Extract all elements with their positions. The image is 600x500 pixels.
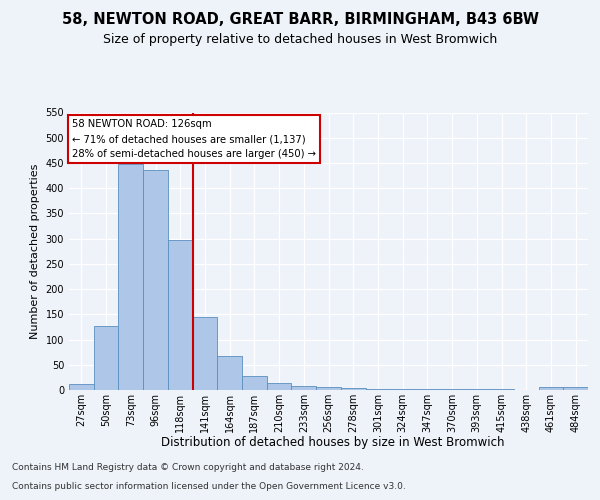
Bar: [539, 387, 563, 390]
Text: Contains HM Land Registry data © Crown copyright and database right 2024.: Contains HM Land Registry data © Crown c…: [12, 464, 364, 472]
Bar: [316, 388, 341, 390]
Y-axis label: Number of detached properties: Number of detached properties: [30, 164, 40, 339]
Bar: [292, 386, 316, 390]
Bar: [118, 164, 143, 390]
Text: Contains public sector information licensed under the Open Government Licence v3: Contains public sector information licen…: [12, 482, 406, 491]
Bar: [193, 317, 217, 390]
Bar: [168, 240, 193, 390]
Text: 58 NEWTON ROAD: 126sqm
← 71% of detached houses are smaller (1,137)
28% of semi-: 58 NEWTON ROAD: 126sqm ← 71% of detached…: [71, 120, 316, 159]
Bar: [563, 387, 588, 390]
Bar: [94, 326, 118, 390]
Bar: [267, 384, 292, 390]
Text: 58, NEWTON ROAD, GREAT BARR, BIRMINGHAM, B43 6BW: 58, NEWTON ROAD, GREAT BARR, BIRMINGHAM,…: [62, 12, 539, 28]
Bar: [217, 356, 242, 390]
Bar: [69, 384, 94, 390]
Bar: [341, 388, 365, 390]
Bar: [365, 389, 390, 390]
Bar: [242, 376, 267, 390]
Bar: [143, 170, 168, 390]
Text: Distribution of detached houses by size in West Bromwich: Distribution of detached houses by size …: [161, 436, 505, 449]
Text: Size of property relative to detached houses in West Bromwich: Size of property relative to detached ho…: [103, 32, 497, 46]
